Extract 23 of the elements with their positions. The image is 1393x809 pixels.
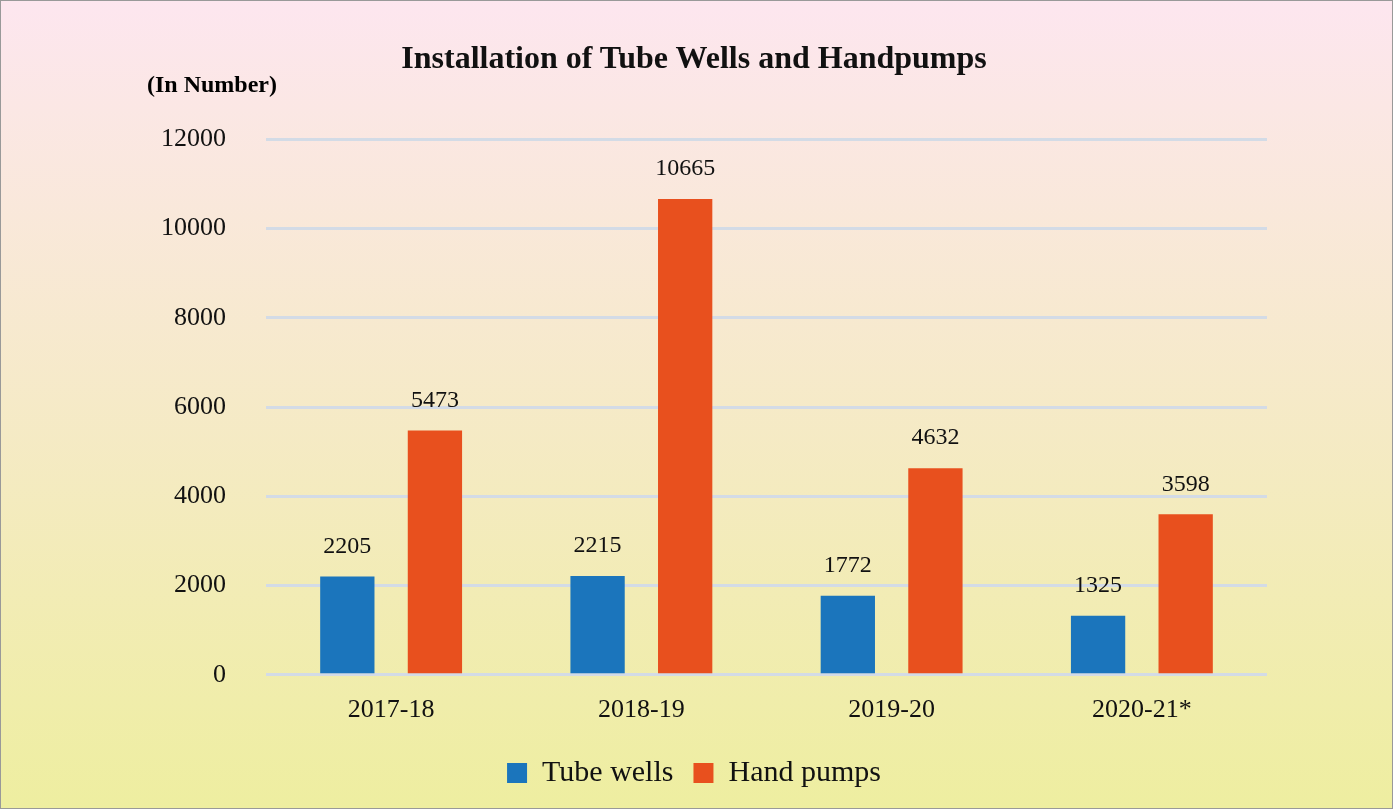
y-tick-label: 0 [213,658,226,688]
y-tick-label: 2000 [174,569,226,599]
data-label: 1325 [1074,570,1123,597]
chart-title: Installation of Tube Wells and Handpumps [401,39,987,76]
x-tick-label: 2019-20 [848,694,935,724]
x-tick-label: 2020-21* [1092,694,1192,724]
data-label: 5473 [410,385,459,412]
legend-label: Tube wells [542,753,674,787]
y-tick-label: 8000 [174,301,226,331]
data-label: 4632 [911,423,960,450]
x-tick-label: 2018-19 [598,694,685,724]
y-tick-label: 6000 [174,390,226,420]
data-label: 2215 [573,531,622,558]
x-tick-label: 2017-18 [347,694,435,724]
y-tick-label: 10000 [161,212,226,242]
data-label: 3598 [1161,469,1210,496]
data-label: 10665 [655,154,716,181]
data-label: 2205 [323,531,372,558]
y-axis-title: (In Number) [147,71,277,98]
y-tick-label: 4000 [174,480,226,510]
legend-label: Hand pumps [728,753,881,787]
y-tick-label: 12000 [161,123,226,153]
data-label: 1772 [823,551,872,578]
